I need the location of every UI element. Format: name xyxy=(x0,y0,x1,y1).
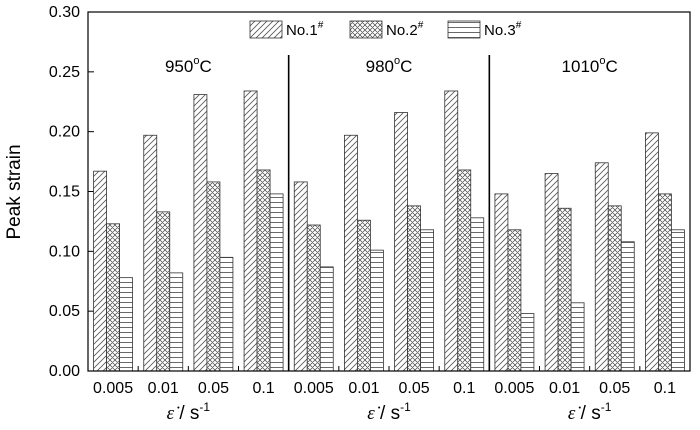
x-axis-unit: / s xyxy=(575,403,600,424)
x-axis-title: ε̇ / s-1 xyxy=(167,400,211,424)
temperature-labels: 950oC 980oC 1010oC xyxy=(165,55,618,76)
x-tick-label: 0.01 xyxy=(148,380,179,397)
bar-no1-950-0.005 xyxy=(93,170,107,372)
bar-no1-1010-0.1 xyxy=(645,132,659,372)
bar-no2-980-0.1 xyxy=(457,169,472,372)
bar-no2-950-0.05 xyxy=(206,181,221,372)
bar-no3-980-0.05 xyxy=(420,229,434,372)
degree-sign: o xyxy=(193,55,199,67)
bar-no1-950-0.05 xyxy=(193,94,208,372)
x-tick-label: 0.005 xyxy=(294,380,334,397)
temperature-unit: C xyxy=(606,57,618,76)
temperature-value: 950 xyxy=(165,57,193,76)
x-tick-label: 0.01 xyxy=(549,380,580,397)
legend-swatch-3 xyxy=(447,20,481,39)
bar-no2-980-0.01 xyxy=(357,219,371,372)
degree-sign: o xyxy=(394,55,400,67)
legend-swatch-1 xyxy=(249,20,283,39)
y-tick-label: 0.10 xyxy=(49,243,80,260)
group-dividers xyxy=(287,55,491,371)
x-tick-label: 0.1 xyxy=(252,380,274,397)
y-tick-label: 0.30 xyxy=(49,4,80,21)
x-axis-title: ε̇ / s-1 xyxy=(568,400,612,424)
y-tick-label: 0.05 xyxy=(49,303,80,320)
bars-layer xyxy=(93,90,685,372)
bar-no2-950-0.1 xyxy=(256,169,271,372)
temperature-unit: C xyxy=(400,57,412,76)
x-tick-label: 0.1 xyxy=(453,380,475,397)
legend-superscript: # xyxy=(318,20,324,31)
bar-no2-1010-0.01 xyxy=(557,207,572,372)
legend-label-3: No.3# xyxy=(484,20,522,39)
x-tick-label: 0.005 xyxy=(494,380,534,397)
bar-no2-980-0.005 xyxy=(306,224,321,372)
temperature-label: 1010oC xyxy=(562,55,618,76)
x-tick-label: 0.05 xyxy=(399,380,430,397)
x-tick-label: 0.05 xyxy=(599,380,630,397)
bar-no3-980-0.005 xyxy=(319,266,334,372)
bar-no1-1010-0.005 xyxy=(494,193,509,372)
temperature-value: 1010 xyxy=(562,57,600,76)
legend-name: No.3 xyxy=(484,22,516,39)
temperature-unit: C xyxy=(199,57,211,76)
bar-no3-1010-0.005 xyxy=(520,313,535,372)
legend-name: No.1 xyxy=(286,22,318,39)
legend-swatch-2 xyxy=(349,20,383,39)
bar-no3-1010-0.1 xyxy=(671,229,685,372)
x-axis-title: ε̇ / s-1 xyxy=(367,400,411,424)
bar-no2-1010-0.1 xyxy=(658,193,672,372)
y-axis: 0.00 0.05 0.10 0.15 0.20 0.25 0.30 xyxy=(49,4,94,380)
legend-superscript: # xyxy=(516,20,522,31)
bar-no2-950-0.01 xyxy=(156,211,171,372)
bar-no2-950-0.005 xyxy=(106,223,120,372)
bar-no2-1010-0.005 xyxy=(507,229,522,372)
x-axis-unit-exponent: -1 xyxy=(199,400,210,414)
plot-frame xyxy=(87,11,691,372)
bar-no1-980-0.005 xyxy=(293,181,308,372)
x-tick-label: 0.05 xyxy=(198,380,229,397)
y-axis-title: Peak strain xyxy=(4,144,25,239)
y-tick-label: 0.25 xyxy=(49,64,80,81)
bar-no3-1010-0.01 xyxy=(570,302,585,372)
degree-sign: o xyxy=(599,55,605,67)
bar-no1-980-0.05 xyxy=(394,112,408,372)
bar-no3-950-0.005 xyxy=(119,277,133,372)
bar-no1-980-0.01 xyxy=(344,134,358,372)
bar-no3-950-0.1 xyxy=(269,193,284,372)
bar-no2-1010-0.05 xyxy=(607,205,622,372)
x-tick-label: 0.01 xyxy=(348,380,379,397)
legend-label-2: No.2# xyxy=(386,20,424,39)
x-tick-label: 0.005 xyxy=(93,380,133,397)
bar-no2-980-0.05 xyxy=(407,205,421,372)
legend-label-1: No.1# xyxy=(286,20,324,39)
y-tick-label: 0.00 xyxy=(49,363,80,380)
bar-no1-1010-0.01 xyxy=(544,173,559,372)
y-tick-label: 0.15 xyxy=(49,184,80,201)
legend: No.1# No.2# No.3# xyxy=(249,20,522,39)
x-axis: 0.005 0.01 0.05 0.1 ε̇ / s-1 0.005 0.01 0.05 0.1… xyxy=(93,366,691,424)
x-axis-unit: / s xyxy=(174,403,199,424)
temperature-label: 980oC xyxy=(366,55,413,76)
x-axis-unit-exponent: -1 xyxy=(400,400,411,414)
bar-no3-980-0.01 xyxy=(370,249,384,372)
bar-no1-980-0.1 xyxy=(444,90,459,372)
bar-no3-950-0.01 xyxy=(169,272,184,372)
temperature-label: 950oC xyxy=(165,55,212,76)
bar-no3-1010-0.05 xyxy=(620,241,635,372)
temperature-value: 980 xyxy=(366,57,394,76)
bar-no3-950-0.05 xyxy=(219,256,234,372)
x-axis-unit-exponent: -1 xyxy=(601,400,612,414)
x-axis-unit: / s xyxy=(375,403,400,424)
y-tick-label: 0.20 xyxy=(49,124,80,141)
bar-no1-950-0.01 xyxy=(143,134,158,372)
legend-name: No.2 xyxy=(386,22,418,39)
bar-no3-980-0.1 xyxy=(470,217,485,372)
bar-no1-950-0.1 xyxy=(243,90,258,372)
bar-no1-1010-0.05 xyxy=(594,162,609,372)
legend-superscript: # xyxy=(418,20,424,31)
x-tick-label: 0.1 xyxy=(654,380,676,397)
